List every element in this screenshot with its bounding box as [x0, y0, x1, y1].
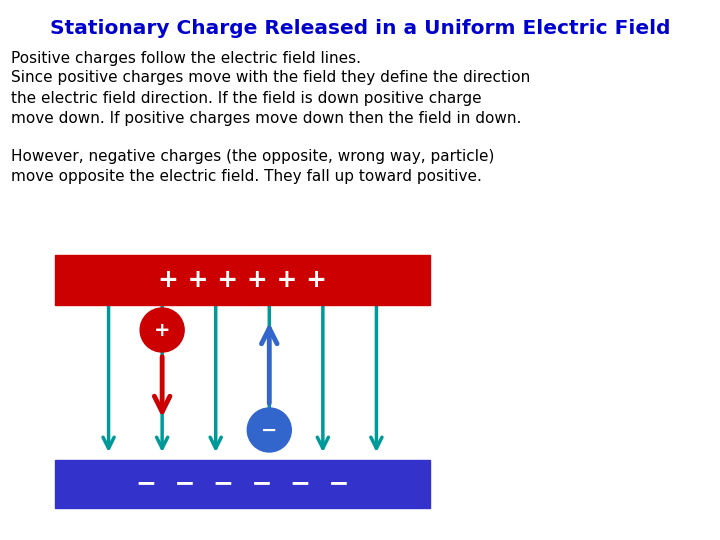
Circle shape — [140, 308, 184, 352]
Text: −: − — [261, 421, 277, 440]
Text: −  −  −  −  −  −: − − − − − − — [136, 472, 349, 496]
Bar — [55, 255, 430, 305]
Text: Positive charges follow the electric field lines.: Positive charges follow the electric fie… — [11, 51, 361, 66]
Text: + + + + + +: + + + + + + — [158, 268, 327, 292]
Bar — [55, 460, 430, 508]
Text: +: + — [154, 321, 171, 340]
Circle shape — [247, 408, 292, 452]
Text: However, negative charges (the opposite, wrong way, particle)
move opposite the : However, negative charges (the opposite,… — [11, 148, 494, 184]
Text: Since positive charges move with the field they define the direction
the electri: Since positive charges move with the fie… — [11, 70, 530, 126]
Text: Stationary Charge Released in a Uniform Electric Field: Stationary Charge Released in a Uniform … — [50, 19, 670, 38]
